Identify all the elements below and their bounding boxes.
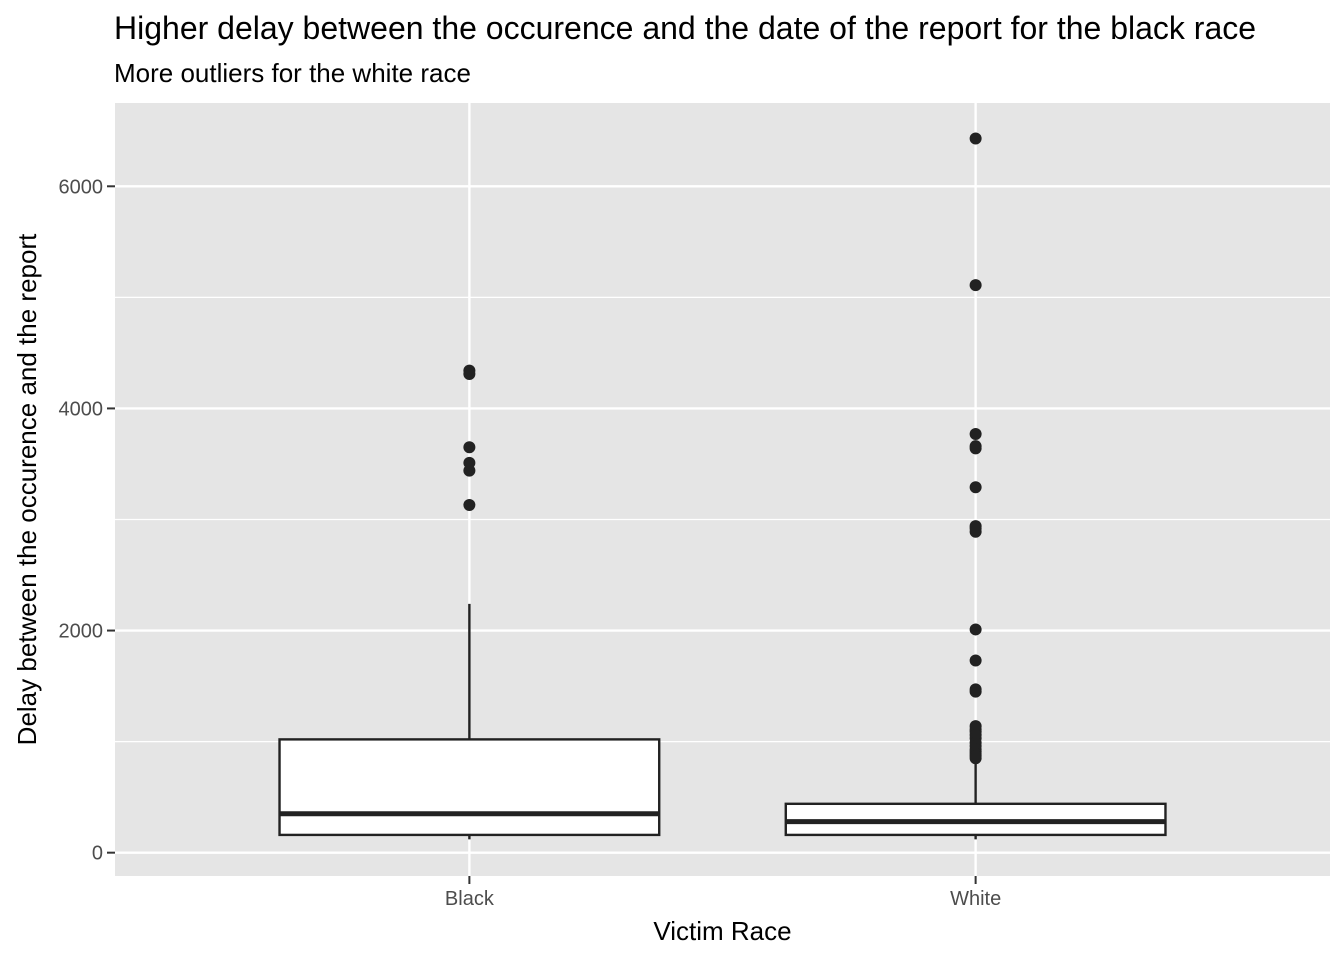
y-tick-label: 4000 — [59, 398, 104, 420]
x-axis: Black White — [445, 876, 1001, 910]
outlier-point — [969, 427, 982, 440]
outlier-point — [463, 464, 476, 477]
chart-subtitle: More outliers for the white race — [114, 58, 471, 88]
outlier-point — [463, 441, 476, 454]
outlier-point — [969, 685, 982, 698]
box-black — [278, 364, 661, 840]
outlier-point — [463, 499, 476, 512]
outlier-point — [969, 132, 982, 145]
outlier-point — [969, 623, 982, 636]
y-tick-label: 2000 — [59, 621, 104, 643]
box-white — [784, 132, 1167, 840]
outlier-point — [969, 481, 982, 494]
x-tick-label-black: Black — [445, 888, 495, 910]
outlier-point — [969, 654, 982, 667]
y-axis: 0 2000 4000 6000 — [59, 176, 115, 865]
outlier-point — [463, 367, 476, 380]
outlier-point — [969, 752, 982, 765]
y-axis-title: Delay between the occurence and the repo… — [12, 233, 42, 745]
x-axis-title: Victim Race — [653, 916, 791, 946]
outlier-point — [969, 279, 982, 292]
x-tick-label-white: White — [950, 888, 1001, 910]
outlier-point — [969, 525, 982, 538]
iqr-box — [278, 738, 661, 837]
y-tick-label: 6000 — [59, 176, 104, 198]
chart-title: Higher delay between the occurence and t… — [114, 10, 1257, 46]
boxes-layer — [278, 132, 1167, 840]
y-tick-label: 0 — [92, 843, 103, 865]
outlier-point — [969, 442, 982, 455]
